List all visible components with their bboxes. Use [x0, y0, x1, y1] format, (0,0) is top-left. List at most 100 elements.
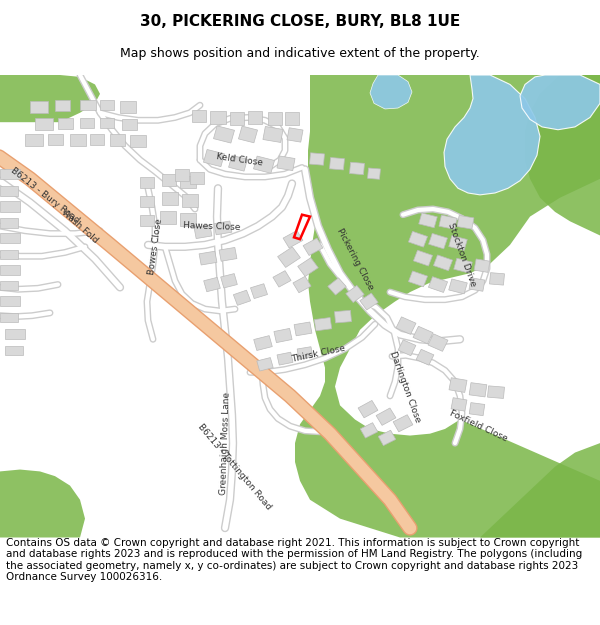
- Polygon shape: [520, 75, 600, 130]
- Bar: [0, 265, 20, 275]
- Polygon shape: [263, 126, 283, 142]
- Text: Stockton Drive: Stockton Drive: [446, 221, 478, 288]
- Polygon shape: [257, 357, 273, 371]
- Bar: [5, 329, 25, 339]
- Polygon shape: [490, 272, 505, 285]
- Text: B6213 - Bury Road: B6213 - Bury Road: [9, 166, 81, 226]
- Bar: [140, 177, 154, 188]
- Polygon shape: [310, 152, 325, 165]
- Polygon shape: [378, 430, 396, 446]
- Polygon shape: [250, 284, 268, 299]
- Polygon shape: [328, 278, 346, 295]
- Polygon shape: [297, 347, 313, 359]
- Polygon shape: [295, 75, 600, 538]
- Polygon shape: [254, 336, 272, 351]
- Polygon shape: [469, 402, 485, 416]
- Bar: [122, 119, 137, 130]
- Text: Hawes Close: Hawes Close: [183, 221, 241, 231]
- Polygon shape: [376, 408, 396, 426]
- Polygon shape: [298, 258, 318, 276]
- Polygon shape: [454, 258, 472, 273]
- Bar: [180, 176, 196, 188]
- Bar: [0, 232, 20, 243]
- Polygon shape: [469, 278, 485, 291]
- Polygon shape: [278, 247, 301, 268]
- Bar: [162, 192, 178, 205]
- Polygon shape: [238, 126, 257, 142]
- Polygon shape: [221, 274, 238, 288]
- Polygon shape: [233, 290, 251, 306]
- Text: Wash Fold: Wash Fold: [60, 208, 100, 244]
- Polygon shape: [277, 156, 295, 171]
- Polygon shape: [277, 352, 293, 365]
- Bar: [210, 111, 226, 124]
- Polygon shape: [253, 156, 275, 173]
- Bar: [55, 99, 70, 111]
- Bar: [140, 196, 154, 207]
- Polygon shape: [525, 75, 600, 538]
- Polygon shape: [409, 271, 428, 287]
- Polygon shape: [0, 75, 100, 122]
- Polygon shape: [360, 422, 378, 438]
- Polygon shape: [360, 293, 378, 310]
- Polygon shape: [449, 236, 467, 251]
- Polygon shape: [214, 126, 235, 143]
- Polygon shape: [428, 277, 448, 292]
- Polygon shape: [488, 386, 505, 399]
- Polygon shape: [413, 326, 433, 344]
- Polygon shape: [350, 162, 364, 174]
- Bar: [190, 173, 204, 184]
- Polygon shape: [444, 75, 540, 195]
- Text: Pickering Close: Pickering Close: [335, 227, 375, 291]
- Bar: [48, 134, 63, 145]
- Polygon shape: [469, 382, 487, 397]
- Bar: [0, 313, 18, 322]
- Bar: [230, 112, 244, 125]
- Polygon shape: [398, 340, 416, 356]
- Bar: [268, 112, 282, 125]
- Polygon shape: [413, 250, 433, 266]
- Polygon shape: [393, 415, 413, 432]
- Polygon shape: [294, 322, 312, 336]
- Bar: [100, 118, 114, 128]
- Bar: [80, 118, 94, 128]
- Bar: [0, 169, 20, 179]
- Bar: [192, 110, 206, 123]
- Polygon shape: [214, 221, 232, 235]
- Bar: [5, 346, 23, 356]
- Polygon shape: [273, 271, 291, 287]
- Polygon shape: [335, 311, 352, 323]
- Bar: [160, 211, 176, 224]
- Bar: [162, 174, 176, 186]
- Bar: [130, 136, 146, 147]
- Polygon shape: [303, 238, 323, 256]
- Polygon shape: [368, 168, 380, 179]
- Polygon shape: [370, 75, 412, 109]
- Bar: [35, 118, 53, 130]
- Text: Thirsk Close: Thirsk Close: [290, 343, 346, 364]
- Bar: [80, 99, 96, 110]
- Text: 30, PICKERING CLOSE, BURY, BL8 1UE: 30, PICKERING CLOSE, BURY, BL8 1UE: [140, 14, 460, 29]
- Bar: [30, 101, 48, 112]
- Bar: [58, 118, 73, 129]
- Polygon shape: [0, 469, 85, 538]
- Polygon shape: [449, 279, 467, 294]
- Bar: [248, 111, 262, 124]
- Text: B6213 - Tottington Road: B6213 - Tottington Road: [196, 422, 274, 511]
- Bar: [0, 249, 18, 259]
- Polygon shape: [358, 401, 378, 418]
- Text: Contains OS data © Crown copyright and database right 2021. This information is : Contains OS data © Crown copyright and d…: [6, 538, 582, 582]
- Polygon shape: [433, 255, 452, 271]
- Bar: [0, 219, 18, 228]
- Bar: [140, 215, 154, 226]
- Polygon shape: [194, 225, 212, 239]
- Bar: [180, 213, 196, 226]
- Bar: [70, 134, 86, 146]
- Bar: [0, 201, 20, 212]
- Polygon shape: [428, 334, 448, 351]
- Polygon shape: [314, 318, 332, 331]
- Bar: [110, 134, 125, 146]
- Bar: [182, 194, 198, 207]
- Text: Map shows position and indicative extent of the property.: Map shows position and indicative extent…: [120, 48, 480, 61]
- Bar: [90, 134, 104, 145]
